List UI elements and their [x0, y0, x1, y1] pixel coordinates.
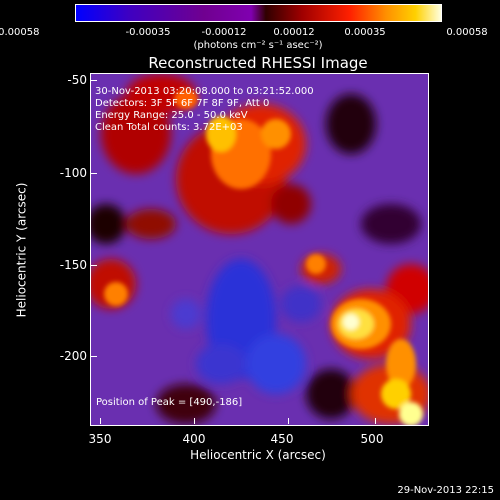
- timestamp: 29-Nov-2013 22:15: [397, 485, 494, 496]
- y-tick-label: -50: [67, 73, 87, 87]
- colorbar-units: (photons cm⁻² s⁻¹ asec⁻²): [193, 40, 323, 51]
- image-title: Reconstructed RHESSI Image: [148, 54, 368, 72]
- time-range: 30-Nov-2013 03:20:08.000 to 03:21:52.000: [95, 86, 314, 97]
- peak-position: Position of Peak = [490,-186]: [96, 397, 243, 408]
- rhessi-image: [90, 73, 429, 426]
- x-tick-label: 500: [360, 432, 384, 446]
- y-tick-label: -100: [59, 166, 87, 180]
- colorbar-tick: -0.00035: [125, 27, 171, 38]
- y-axis-label: Heliocentric Y (arcsec): [14, 182, 29, 318]
- colorbar-tick: -0.00058: [0, 27, 40, 38]
- colorbar-tick: 0.00012: [273, 27, 315, 38]
- clean-counts: Clean Total counts: 3.72E+03: [95, 122, 243, 133]
- colorbar-tick: 0.00035: [344, 27, 386, 38]
- y-tick-label: -150: [59, 258, 87, 272]
- colorbar-tick: 0.00058: [446, 27, 488, 38]
- x-axis-label: Heliocentric X (arcsec): [190, 448, 326, 462]
- colorbar-tick: -0.00012: [201, 27, 247, 38]
- energy-range: Energy Range: 25.0 - 50.0 keV: [95, 110, 248, 121]
- x-tick-label: 350: [88, 432, 112, 446]
- y-tick-label: -200: [59, 349, 87, 363]
- detectors-info: Detectors: 3F 5F 6F 7F 8F 9F, Att 0: [95, 98, 270, 109]
- x-tick-label: 400: [182, 432, 206, 446]
- x-tick-label: 450: [270, 432, 294, 446]
- color-bar: [75, 4, 442, 22]
- rhessi-image-map: [91, 74, 428, 425]
